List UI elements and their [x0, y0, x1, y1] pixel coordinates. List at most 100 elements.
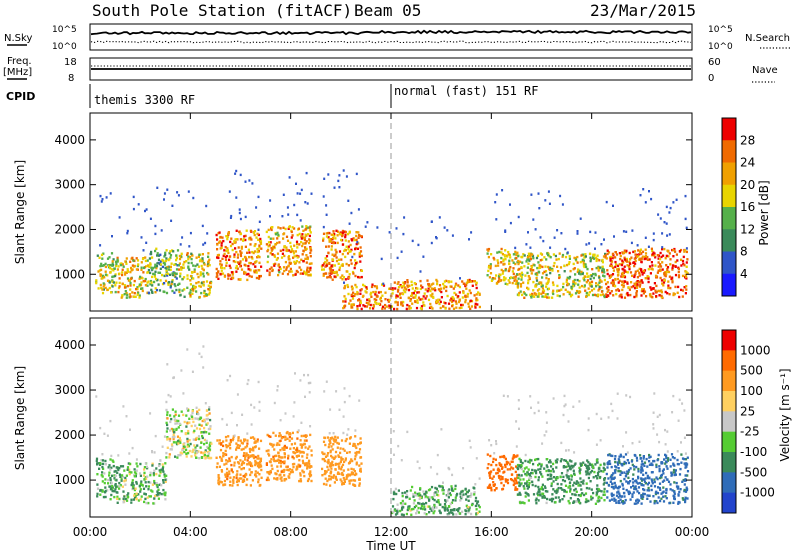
heatmap-cell [381, 307, 384, 310]
heatmap-cell [365, 305, 369, 308]
heatmap-cell [251, 250, 254, 254]
heatmap-cell [359, 299, 362, 303]
heatmap-cell [143, 500, 146, 504]
heatmap-cell [412, 502, 415, 505]
heatmap-cell [131, 479, 134, 482]
heatmap-cell [353, 294, 356, 297]
heatmap-cell [205, 441, 208, 444]
heatmap-cell [187, 261, 190, 265]
heatmap-cell [529, 395, 532, 398]
heatmap-cell [487, 266, 490, 269]
heatmap-cell [674, 273, 678, 277]
heatmap-cell [191, 417, 194, 420]
freq-panel [89, 57, 693, 81]
heatmap-cell [652, 292, 655, 295]
heatmap-cell [636, 482, 640, 485]
heatmap-cell [410, 283, 414, 287]
heatmap-cell [118, 281, 121, 285]
heatmap-cell [441, 486, 444, 489]
heatmap-cell [206, 271, 209, 275]
heatmap-cell [192, 264, 195, 267]
heatmap-cell [675, 253, 678, 256]
heatmap-cell [476, 303, 479, 306]
heatmap-cell [571, 493, 574, 496]
heatmap-cell [304, 228, 307, 231]
heatmap-cell [616, 268, 619, 271]
heatmap-cell [523, 502, 526, 505]
heatmap-cell [305, 261, 308, 264]
heatmap-cell [428, 306, 432, 309]
heatmap-cell [474, 504, 477, 508]
heatmap-cell [187, 444, 191, 448]
heatmap-cell [268, 273, 271, 277]
heatmap-cell [166, 436, 169, 439]
heatmap-cell [202, 284, 205, 287]
heatmap-cell [427, 287, 430, 290]
heatmap-cell [408, 507, 411, 510]
heatmap-cell [284, 438, 287, 441]
heatmap-cell [136, 264, 139, 268]
heatmap-cell [555, 461, 558, 464]
heatmap-cell [162, 259, 165, 263]
heatmap-cell [506, 468, 509, 471]
heatmap-cell [178, 254, 181, 258]
heatmap-cell [296, 213, 299, 217]
heatmap-cell [642, 484, 645, 487]
heatmap-cell [682, 262, 685, 266]
heatmap-cell [563, 495, 566, 498]
heatmap-cell [443, 509, 447, 512]
heatmap-cell [653, 478, 656, 481]
heatmap-cell [221, 417, 224, 421]
heatmap-cell [410, 508, 414, 511]
heatmap-cell [586, 279, 589, 282]
heatmap-cell [126, 468, 129, 471]
heatmap-cell [162, 479, 165, 482]
heatmap-cell [616, 277, 619, 281]
heatmap-cell [139, 275, 142, 279]
heatmap-cell [300, 445, 304, 448]
heatmap-cell [519, 493, 522, 496]
heatmap-cell [573, 267, 576, 270]
heatmap-cell [256, 464, 260, 468]
heatmap-cell [534, 285, 537, 288]
heatmap-cell [637, 467, 640, 471]
heatmap-cell [572, 285, 575, 288]
heatmap-cell [576, 261, 579, 264]
heatmap-cell [406, 303, 409, 307]
heatmap-cell [248, 455, 251, 458]
heatmap-cell [647, 489, 651, 492]
heatmap-cell [579, 217, 582, 220]
heatmap-cell [638, 273, 641, 276]
heatmap-cell [239, 254, 243, 258]
heatmap-cell [430, 485, 434, 489]
heatmap-cell [449, 493, 452, 497]
heatmap-cell [639, 251, 642, 255]
heatmap-cell [302, 451, 305, 454]
freq-label-2: [MHz] [3, 67, 32, 78]
heatmap-cell [226, 249, 229, 252]
heatmap-cell [233, 240, 236, 243]
heatmap-cell [234, 260, 237, 264]
heatmap-cell [285, 268, 288, 271]
heatmap-cell [550, 465, 553, 468]
heatmap-cell [198, 295, 201, 299]
heatmap-cell [219, 480, 222, 483]
heatmap-cell [117, 468, 120, 472]
heatmap-cell [99, 264, 102, 268]
heatmap-cell [470, 512, 473, 516]
heatmap-cell [197, 275, 200, 279]
heatmap-cell [622, 455, 625, 459]
heatmap-cell [681, 274, 685, 278]
heatmap-cell [166, 423, 169, 427]
heatmap-cell [372, 307, 375, 310]
heatmap-cell [121, 474, 124, 477]
heatmap-cell [129, 270, 132, 274]
heatmap-cell [188, 417, 191, 420]
heatmap-cell [644, 236, 647, 239]
heatmap-cell [349, 299, 352, 302]
heatmap-cell [451, 473, 454, 477]
heatmap-cell [508, 262, 511, 266]
heatmap-cell [234, 457, 238, 460]
heatmap-cell [504, 258, 507, 261]
heatmap-cell [518, 481, 521, 484]
